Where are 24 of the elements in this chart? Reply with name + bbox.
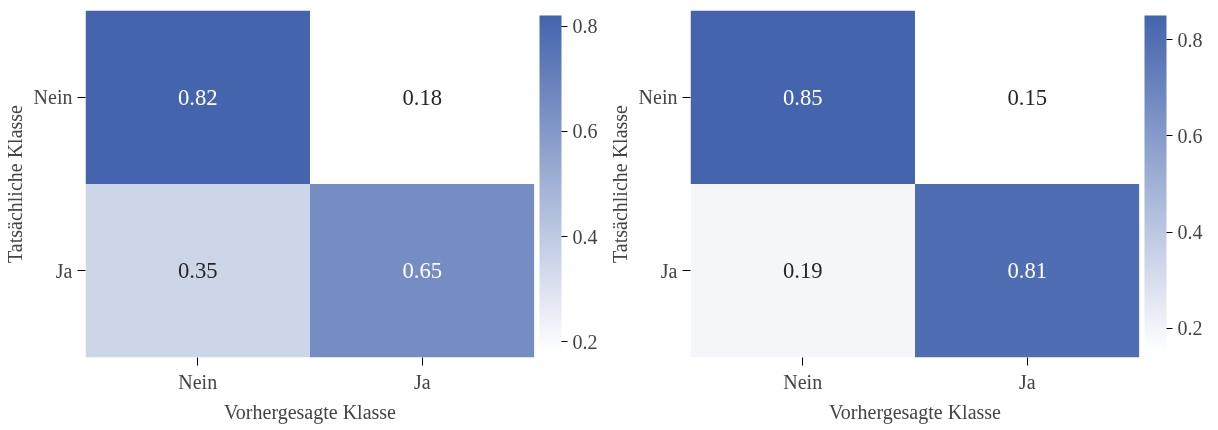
- color-bar-label: 0.2: [572, 330, 598, 353]
- color-bar-label: 0.4: [1177, 221, 1203, 244]
- color-bar-label: 0.2: [1177, 317, 1203, 340]
- x-tick-label: Ja: [413, 370, 431, 393]
- y-axis-title: Tatsächliche Klasse: [608, 104, 631, 263]
- color-bar-label: 0.6: [1177, 124, 1203, 147]
- x-tick-label: Ja: [1018, 370, 1036, 393]
- color-bar-label: 0.4: [572, 225, 598, 248]
- data-label: 0.81: [1007, 258, 1048, 284]
- data-label: 0.18: [402, 84, 443, 110]
- data-label: 0.19: [782, 258, 823, 284]
- color-bar-label: 0.6: [572, 120, 598, 143]
- x-tick-label: Nein: [783, 370, 823, 393]
- data-label: 0.15: [1007, 84, 1048, 110]
- y-axis-title: Tatsächliche Klasse: [3, 104, 26, 263]
- x-axis-title: Vorhergesagte Klasse: [829, 400, 1002, 424]
- data-label: 0.65: [402, 258, 443, 284]
- data-label: 0.85: [782, 84, 823, 110]
- x-tick-label: Nein: [178, 370, 218, 393]
- x-axis-title: Vorhergesagte Klasse: [224, 400, 397, 424]
- data-label: 0.35: [177, 258, 218, 284]
- color-bar-label: 0.8: [572, 15, 598, 38]
- color-bar-label: 0.8: [1177, 28, 1203, 51]
- data-label: 0.82: [177, 84, 218, 110]
